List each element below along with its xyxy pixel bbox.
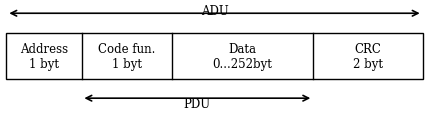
Text: Code fun.
1 byt: Code fun. 1 byt [98,43,155,70]
Text: Data
0...252byt: Data 0...252byt [212,43,272,70]
Text: CRC
2 byt: CRC 2 byt [353,43,383,70]
Text: PDU: PDU [184,97,211,110]
Bar [6,34,423,79]
Text: Address
1 byt: Address 1 byt [20,43,68,70]
Text: ADU: ADU [201,5,228,17]
